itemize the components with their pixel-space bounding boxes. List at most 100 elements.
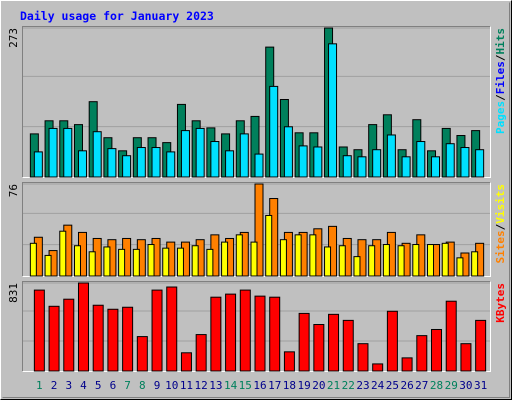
x-tick-label: 6: [110, 379, 117, 392]
bar: [357, 343, 369, 372]
x-tick-label: 23: [356, 379, 369, 392]
bar: [48, 305, 60, 372]
legend: Sites/Visits: [494, 184, 507, 264]
x-tick-label: 24: [371, 379, 385, 392]
bar: [122, 155, 132, 178]
bar: [77, 150, 87, 178]
bar: [475, 149, 485, 178]
bar: [401, 156, 411, 178]
x-tick-label: 18: [283, 379, 296, 392]
bar: [269, 85, 279, 178]
bar: [59, 230, 67, 277]
bar: [221, 241, 229, 277]
bar: [77, 282, 89, 372]
x-tick-label: 5: [95, 379, 102, 392]
bar: [445, 143, 455, 178]
bar: [298, 145, 308, 178]
bar: [122, 306, 134, 372]
bar: [225, 293, 237, 372]
bar: [33, 151, 43, 178]
bar: [195, 127, 205, 178]
bar: [353, 256, 361, 277]
bar: [431, 328, 443, 372]
bar: [103, 246, 111, 277]
bar: [254, 183, 264, 277]
bar: [416, 335, 428, 372]
bar: [471, 251, 479, 277]
legend-separator: /: [494, 223, 507, 230]
x-tick-label: 11: [180, 379, 193, 392]
bar: [210, 141, 220, 178]
bar: [206, 248, 214, 277]
bar: [427, 244, 435, 277]
legend: KBytes: [494, 283, 507, 323]
x-tick-label: 19: [298, 379, 311, 392]
bar: [136, 336, 148, 372]
bar: [416, 141, 426, 178]
y-max-label: 831: [7, 283, 20, 303]
x-tick-label: 21: [327, 379, 340, 392]
bar: [162, 247, 170, 277]
bar: [33, 289, 45, 372]
bar: [298, 312, 310, 372]
bar: [357, 156, 367, 178]
x-tick-label: 2: [51, 379, 58, 392]
bar: [151, 147, 161, 178]
x-tick-label: 15: [239, 379, 252, 392]
x-tick-label: 7: [124, 379, 131, 392]
bar: [328, 313, 340, 372]
bar: [397, 245, 405, 277]
x-tick-label: 30: [459, 379, 472, 392]
bar: [166, 151, 176, 178]
x-tick-label: 10: [165, 379, 178, 392]
bar: [283, 351, 295, 372]
bar: [107, 148, 117, 178]
bar: [48, 127, 58, 178]
bar: [176, 247, 184, 277]
bar: [180, 352, 192, 372]
bar: [136, 147, 146, 178]
x-tick-label: 9: [154, 379, 161, 392]
x-tick-label: 8: [139, 379, 146, 392]
bar: [73, 245, 81, 277]
legend-entry: Sites: [494, 230, 507, 263]
panel-bevel-light: [22, 281, 491, 372]
bar: [269, 296, 281, 372]
bar: [283, 126, 293, 178]
x-tick-label: 4: [80, 379, 87, 392]
bar: [44, 254, 52, 277]
x-tick-label: 29: [445, 379, 458, 392]
bar: [382, 244, 390, 277]
bar: [338, 245, 346, 277]
bar: [368, 245, 376, 277]
legend: Pages/Files/Hits: [494, 28, 507, 134]
bar: [191, 245, 199, 277]
legend-entry: Visits: [494, 184, 507, 224]
bar: [239, 289, 251, 372]
bar: [372, 149, 382, 178]
x-tick-label: 27: [415, 379, 428, 392]
panel-bevel-light: [22, 26, 491, 178]
bar: [324, 246, 332, 277]
bar: [254, 153, 264, 178]
x-tick-label: 25: [386, 379, 399, 392]
panel-bevel-dark: [22, 281, 491, 372]
x-tick-label: 3: [65, 379, 72, 392]
bar: [29, 242, 37, 277]
x-tick-label: 31: [474, 379, 487, 392]
bar: [460, 343, 472, 372]
x-tick-label: 20: [312, 379, 325, 392]
bar: [151, 289, 163, 372]
legend-entry: KBytes: [494, 283, 507, 323]
bar: [431, 156, 441, 178]
bar: [118, 248, 126, 277]
y-max-label: 273: [7, 28, 20, 48]
bar: [180, 130, 190, 178]
bar: [225, 150, 235, 178]
bar: [279, 239, 287, 277]
bar: [328, 43, 338, 178]
legend-entry: Files: [494, 61, 507, 94]
bar: [372, 363, 384, 372]
bar: [386, 310, 398, 372]
